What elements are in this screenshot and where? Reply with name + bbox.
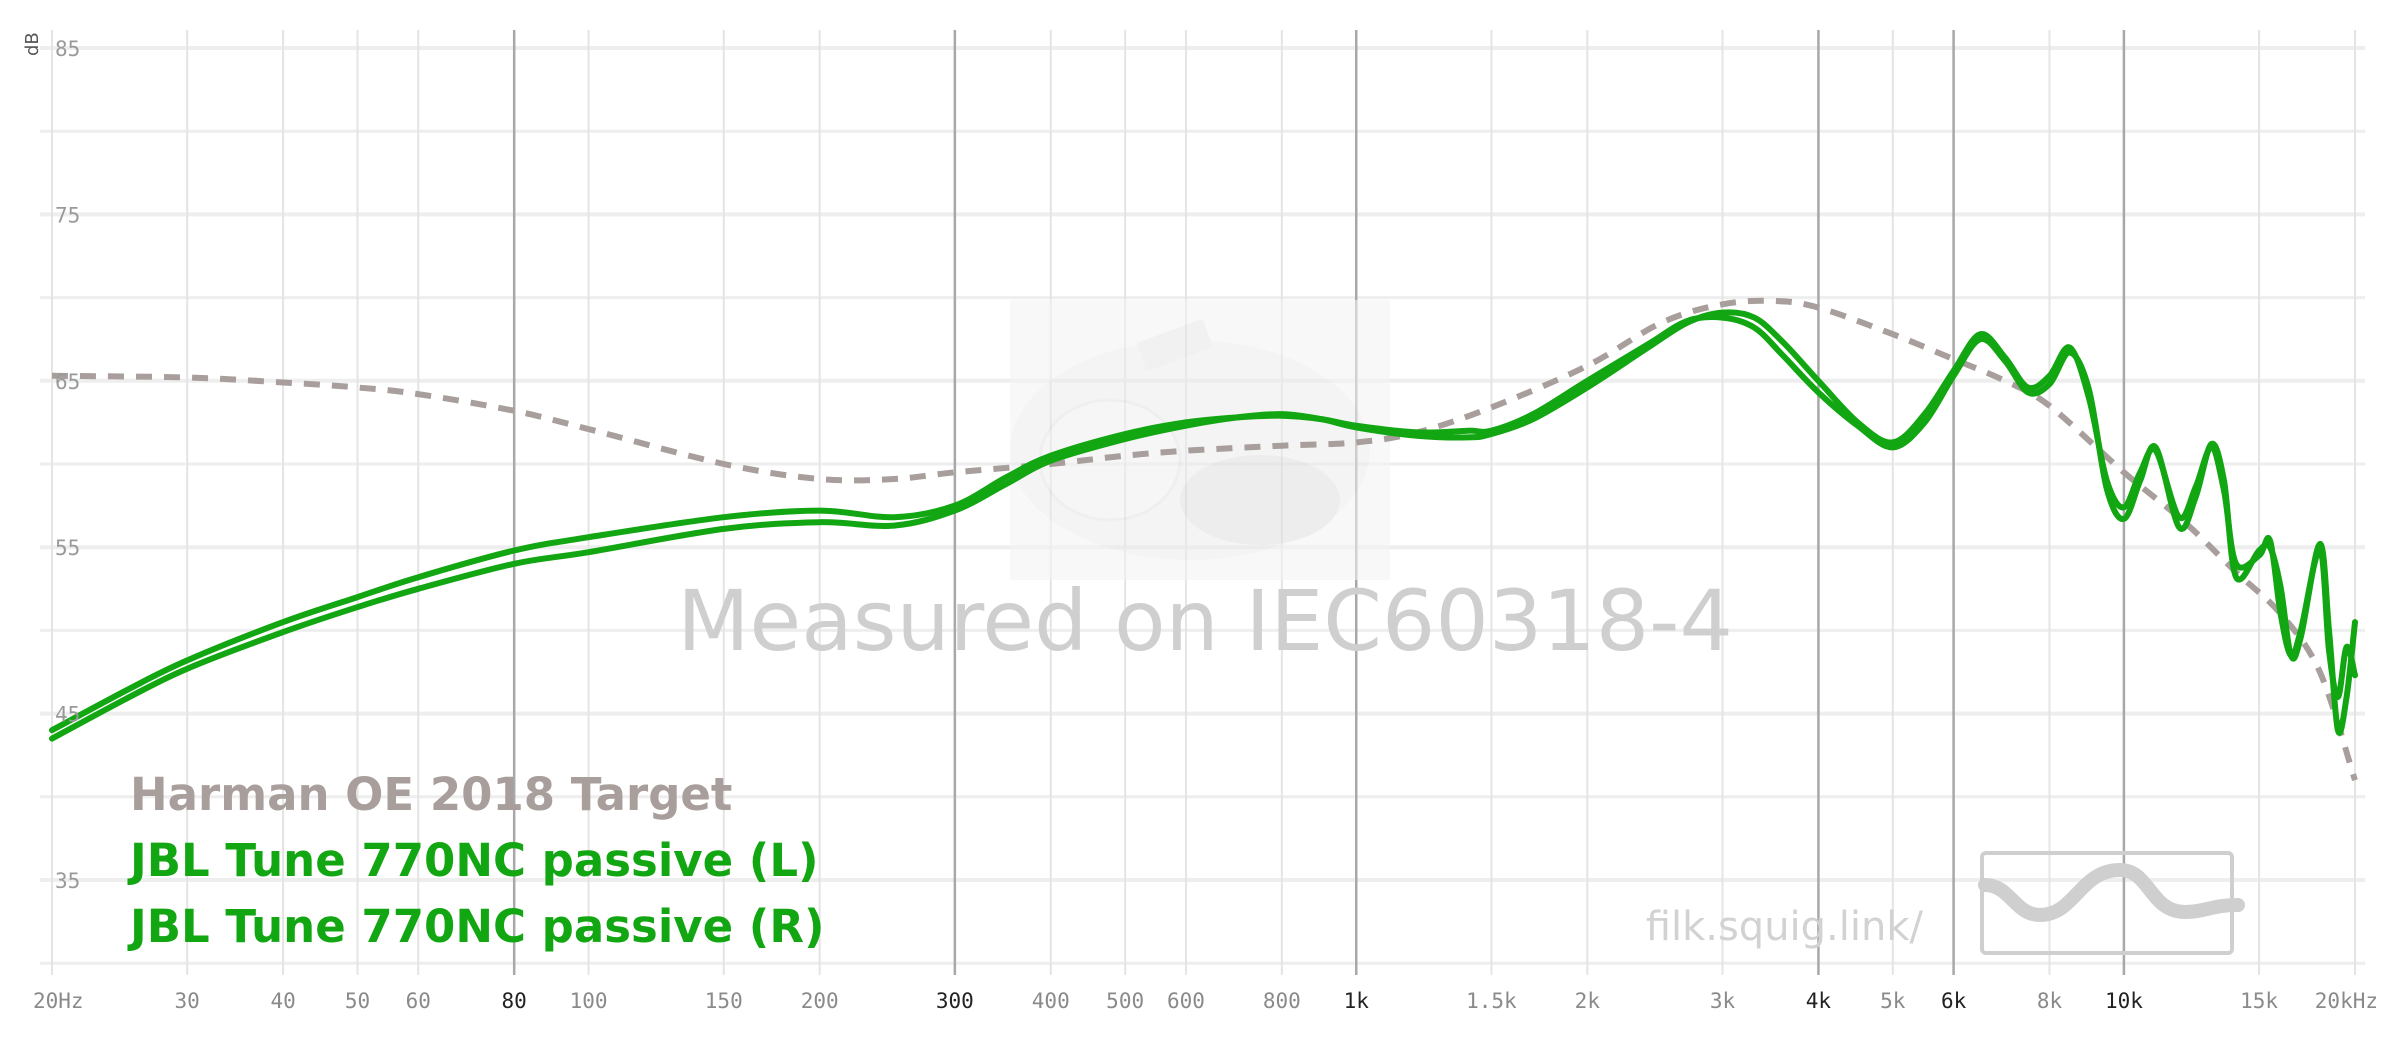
x-tick-label: 15k [2240, 989, 2278, 1013]
x-tick-label: 40 [270, 989, 295, 1013]
y-tick-label: 55 [55, 536, 80, 560]
legend: Harman OE 2018 Target JBL Tune 770NC pass… [127, 768, 825, 953]
x-tick-label: 600 [1167, 989, 1205, 1013]
x-tick-label: 500 [1106, 989, 1144, 1013]
x-tick-label: 800 [1263, 989, 1301, 1013]
x-tick-label: 2k [1575, 989, 1601, 1013]
x-tick-label: 400 [1032, 989, 1070, 1013]
x-tick-label: 5k [1880, 989, 1906, 1013]
x-tick-label: 20Hz [33, 989, 84, 1013]
x-tick-label: 80 [502, 989, 527, 1013]
x-tick-label: 30 [175, 989, 200, 1013]
x-tick-label: 4k [1806, 989, 1832, 1013]
x-tick-label: 150 [705, 989, 743, 1013]
x-tick-label: 20kHz [2315, 989, 2378, 1013]
x-tick-label: 1k [1344, 989, 1370, 1013]
y-tick-label: 45 [55, 703, 80, 727]
y-axis-ticks: 85 75 65 55 45 35 [55, 37, 80, 893]
y-tick-label: 85 [55, 37, 80, 61]
y-tick-label: 35 [55, 869, 80, 893]
x-tick-label: 100 [570, 989, 608, 1013]
squiglink-wave-logo-icon [1978, 851, 2245, 955]
y-tick-label: 65 [55, 370, 80, 394]
legend-item[interactable]: JBL Tune 770NC passive (R) [127, 900, 825, 953]
series-layer [49, 297, 2358, 782]
legend-item[interactable]: JBL Tune 770NC passive (L) [127, 834, 819, 887]
watermark-measured-on: Measured on IEC60318-4 [677, 572, 1733, 670]
x-tick-label: 300 [936, 989, 974, 1013]
x-tick-label: 60 [406, 989, 431, 1013]
x-tick-label: 1.5k [1466, 989, 1517, 1013]
legend-item[interactable]: Harman OE 2018 Target [130, 768, 732, 821]
x-tick-label: 10k [2105, 989, 2143, 1013]
x-tick-label: 50 [345, 989, 370, 1013]
series-line-1 [49, 314, 2358, 736]
y-tick-label: 75 [55, 203, 80, 227]
y-axis-label: dB [22, 32, 43, 56]
x-axis-ticks: 20Hz 30 40 50 60 80 100 150 200 300 400 500 600 800 1k… [33, 989, 2378, 1013]
site-url: filk.squig.link/ [1646, 904, 1924, 950]
series-line-2 [49, 309, 2358, 742]
x-tick-label: 3k [1710, 989, 1736, 1013]
x-tick-label: 8k [2037, 989, 2063, 1013]
measurement-rig-photo [1010, 300, 1390, 580]
x-tick-label: 200 [801, 989, 839, 1013]
x-tick-label: 6k [1941, 989, 1967, 1013]
